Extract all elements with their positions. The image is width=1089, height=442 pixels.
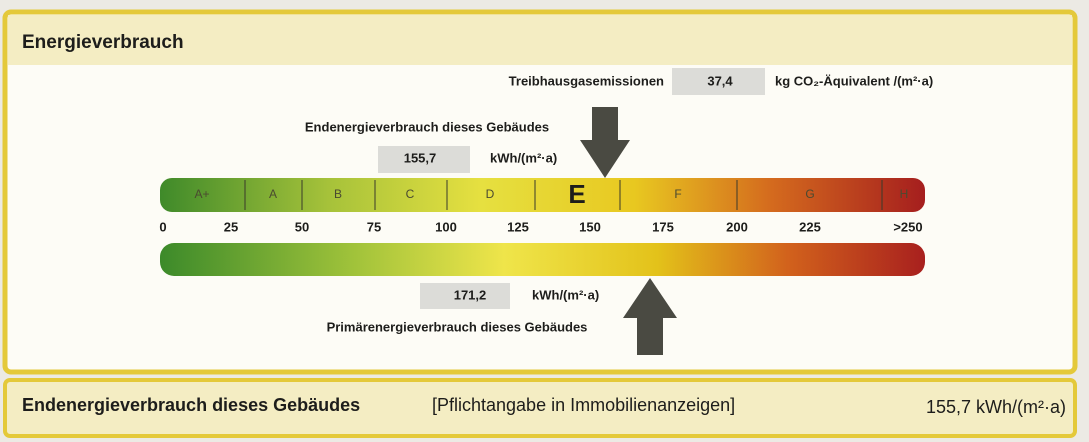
emissions-value: 37,4 <box>707 73 733 88</box>
tick-label: 100 <box>435 219 457 234</box>
footer-note: [Pflichtangabe in Immobilienanzeigen] <box>432 395 735 415</box>
primary-energy-arrow <box>623 278 677 355</box>
class-label: F <box>674 187 681 201</box>
tick-label: 175 <box>652 219 674 234</box>
value-box <box>420 283 510 309</box>
class-label: A+ <box>194 187 209 201</box>
title: Energieverbrauch <box>22 32 184 53</box>
footer-value: 155,7 kWh/(m²·a) <box>926 397 1066 417</box>
footer-panel <box>3 378 1077 438</box>
tick-label: 0 <box>159 219 166 234</box>
footer-label: Endenergieverbrauch dieses Gebäudes <box>22 395 360 415</box>
tick-label: 200 <box>726 219 748 234</box>
class-label: B <box>334 187 342 201</box>
class-label: D <box>486 187 495 201</box>
header-band <box>8 15 1072 65</box>
value-box <box>672 68 765 95</box>
final-energy-label: Endenergieverbrauch dieses Gebäudes <box>305 119 549 134</box>
class-label-current: E <box>568 179 585 209</box>
class-label: A <box>269 187 277 201</box>
primary-energy-unit: kWh/(m²·a) <box>532 287 599 302</box>
final-energy-unit: kWh/(m²·a) <box>490 150 557 165</box>
tick-label: 150 <box>579 219 601 234</box>
class-scale <box>160 178 925 212</box>
class-label: G <box>805 187 814 201</box>
value-box <box>378 146 470 173</box>
tick-label: >250 <box>893 219 922 234</box>
primary-energy-label: Primärenergieverbrauch dieses Gebäudes <box>327 319 588 334</box>
class-label: H <box>900 187 909 201</box>
class-dividers <box>244 180 883 210</box>
final-energy-arrow <box>580 107 630 178</box>
class-label: C <box>406 187 415 201</box>
tick-label: 25 <box>224 219 238 234</box>
tick-label: 125 <box>507 219 529 234</box>
gradient-bar <box>160 243 925 276</box>
primary-energy-value: 171,2 <box>454 287 487 302</box>
tick-label: 50 <box>295 219 309 234</box>
final-energy-value: 155,7 <box>404 150 437 165</box>
tick-label: 75 <box>367 219 381 234</box>
emissions-label: Treibhausgasemissionen <box>509 73 664 88</box>
tick-label: 225 <box>799 219 821 234</box>
emissions-unit: kg CO₂-Äquivalent /(m²·a) <box>775 73 933 88</box>
